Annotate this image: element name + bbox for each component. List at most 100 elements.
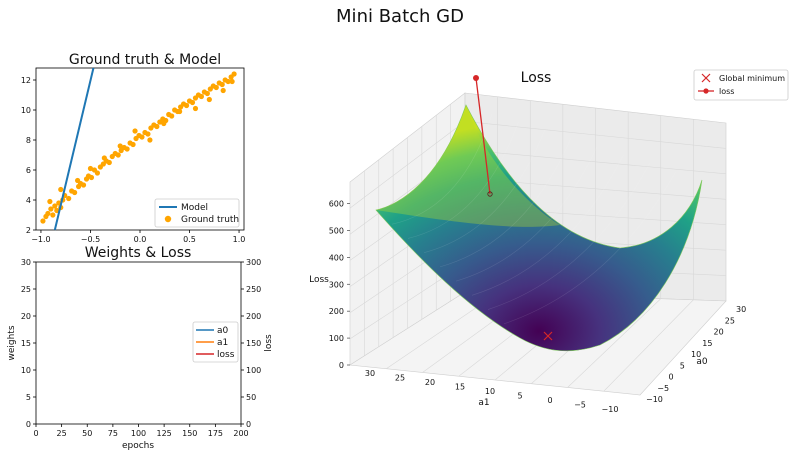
y-tick-label: 4 [26, 196, 31, 205]
ground-truth-point [48, 206, 54, 212]
a0-tick-label: 20 [714, 328, 724, 337]
ground-truth-point [80, 182, 87, 188]
weights-tick-label: 30 [21, 258, 31, 267]
surface-mesh-line [391, 113, 493, 225]
x-tick-label: 1.0 [233, 235, 246, 244]
a0-tick-label: −5 [657, 384, 669, 393]
ground-truth-point [66, 195, 72, 202]
gt-model-legend: Model Ground truth [154, 198, 240, 228]
legend-loss-path-label: loss [719, 87, 734, 96]
ground-truth-point [130, 141, 136, 148]
weights-tick-label: 0 [26, 420, 31, 429]
ground-truth-point [94, 170, 101, 176]
ground-truth-point [115, 152, 121, 158]
ground-truth-point [204, 90, 210, 97]
z-tick-label: 500 [329, 226, 344, 235]
ground-truth-point [132, 128, 138, 134]
surface-mesh-line [487, 163, 650, 310]
z-tick-label: 100 [329, 334, 344, 343]
loss-legend-box [693, 69, 789, 101]
ground-truth-point [72, 189, 78, 196]
a1-tick-label: 0 [547, 396, 552, 405]
ground-truth-point [147, 137, 153, 143]
loss-path-current-point [487, 191, 493, 197]
loss-path-start-point [473, 75, 479, 81]
ground-truth-point [220, 87, 226, 94]
surface-mesh-line [407, 121, 519, 239]
a1-tick-label: −10 [602, 405, 619, 414]
ground-truth-point [225, 78, 231, 85]
epochs-tick-label: 75 [108, 429, 118, 438]
z-axis-ticks: 0 100 200 300 400 500 600 [329, 200, 350, 370]
legend-model-label: Model [181, 203, 208, 213]
ground-truth-point [88, 174, 95, 181]
a0-tick-label: 0 [669, 373, 674, 382]
loss-tick-label: 150 [246, 339, 261, 348]
loss-tick-label: 300 [246, 258, 261, 267]
surface-mesh-line [439, 138, 572, 268]
a1-tick-label: 25 [395, 374, 405, 383]
ground-truth-point [45, 210, 51, 217]
ground-truth-point [169, 113, 175, 119]
legend-ground-truth-label: Ground truth [181, 215, 239, 225]
weights-tick-label: 25 [21, 285, 31, 294]
ground-truth-point [206, 96, 212, 103]
epochs-tick-label: 0 [33, 429, 38, 438]
a0-tick-label: 5 [680, 361, 685, 370]
ground-truth-point [229, 78, 235, 85]
loss-axis-label: loss [264, 334, 274, 352]
a1-tick-label: 20 [425, 378, 435, 387]
loss-surface [375, 104, 703, 352]
ground-truth-points [40, 71, 237, 224]
a1-tick-label: −5 [574, 401, 586, 410]
figure-title: Mini Batch GD [336, 6, 464, 27]
a1-axis-label: a1 [478, 398, 489, 408]
ground-truth-point [231, 71, 237, 77]
a0-tick-label: 10 [691, 350, 701, 359]
weights-tick-label: 20 [21, 312, 31, 321]
a1-gridline [567, 115, 662, 388]
ground-truth-point [177, 108, 183, 115]
ground-truth-point [154, 123, 160, 130]
y-tick-label: 12 [21, 76, 31, 85]
ground-truth-point [192, 105, 199, 112]
ground-truth-point [183, 102, 190, 109]
legend-a0-label: a0 [217, 326, 229, 336]
weights-tick-label: 15 [21, 339, 31, 348]
legend-loss-label: loss [217, 350, 235, 360]
epochs-tick-label: 50 [82, 429, 92, 438]
gt-model-panel: Ground truth & Model −1.0 −0.5 0.0 0.5 1.0 2 4… [21, 52, 246, 244]
a1-tick-label: 10 [485, 387, 495, 396]
legend-ground-truth-swatch [164, 215, 172, 223]
weights-loss-panel: Weights & Loss 0 25 50 75 100 125 150 175 200051… [7, 245, 274, 451]
weights-loss-legend: a0 a1 loss [192, 321, 239, 363]
weights-tick-label: 5 [26, 393, 31, 402]
ground-truth-point [58, 186, 64, 193]
loss-tick-label: 100 [246, 366, 261, 375]
ground-truth-point [106, 159, 112, 166]
legend-loss-dot-swatch [703, 88, 709, 94]
a1-gridline [603, 119, 694, 392]
weights-loss-title: Weights & Loss [85, 245, 192, 261]
ground-truth-point [50, 212, 56, 218]
y-tick-label: 6 [26, 166, 31, 175]
ground-truth-point [101, 155, 107, 161]
ground-truth-point [219, 81, 225, 88]
loss-surface-legend: Global minimum loss [693, 69, 789, 101]
gt-model-title: Ground truth & Model [69, 52, 221, 68]
ground-truth-point [52, 203, 58, 209]
ground-truth-point [139, 134, 145, 140]
legend-global-minimum-swatch [701, 73, 711, 83]
a0-tick-label: 30 [736, 305, 746, 314]
z-tick-label: 600 [329, 200, 344, 209]
ground-truth-point [189, 99, 196, 106]
ground-truth-point [145, 131, 151, 137]
epochs-tick-label: 150 [182, 429, 197, 438]
surface-mesh [391, 113, 677, 325]
ground-truth-point [54, 207, 60, 214]
ground-truth-point [47, 198, 53, 205]
x-tick-label: 0.0 [134, 235, 147, 244]
